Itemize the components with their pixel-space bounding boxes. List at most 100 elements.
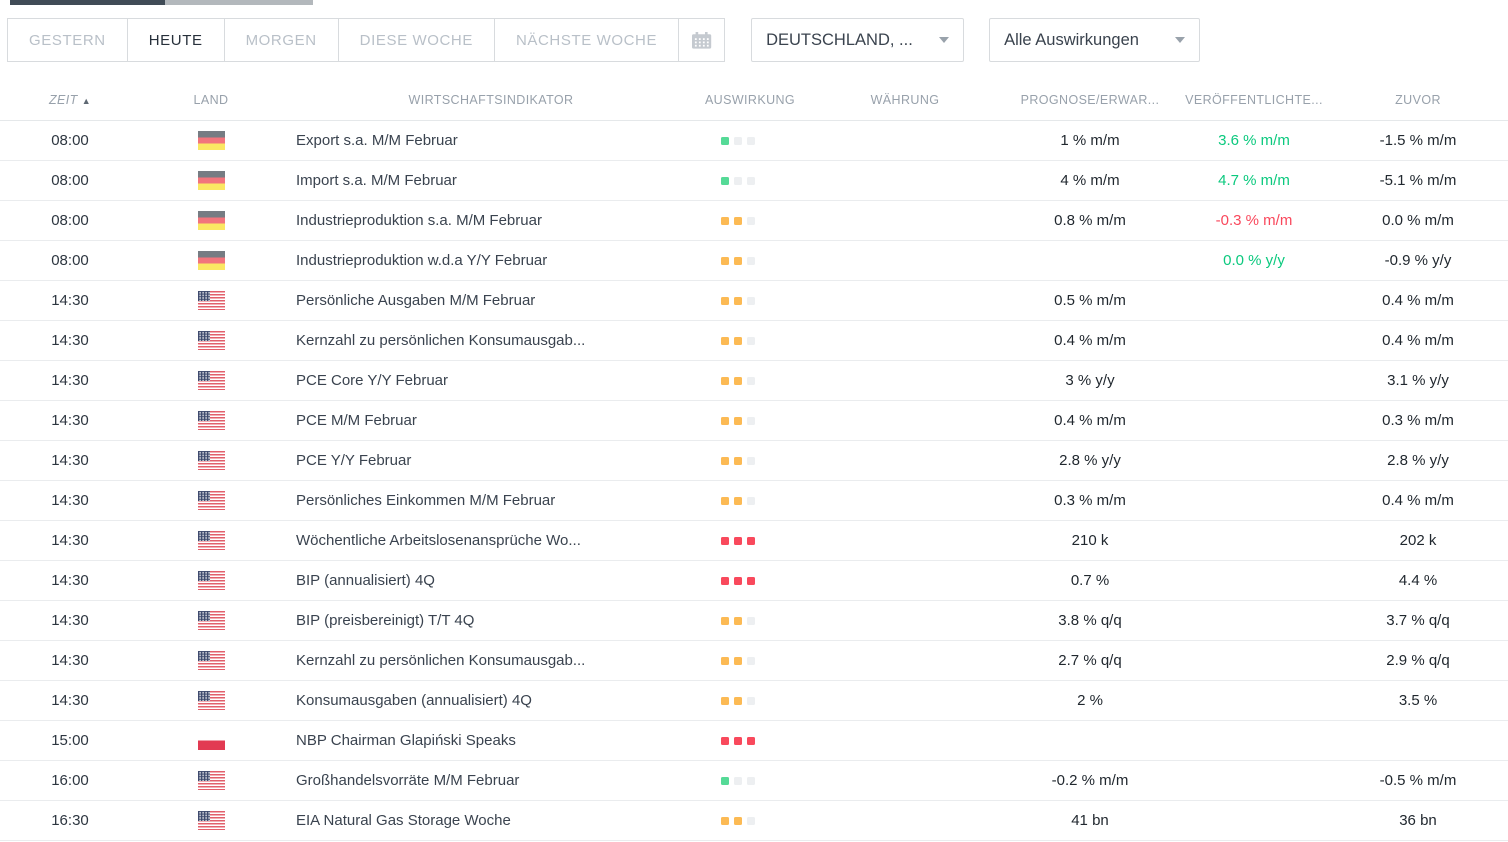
table-row[interactable]: 16:00 Großhandelsvorräte M/M Februar -0.… bbox=[0, 761, 1508, 801]
impact-indicator bbox=[700, 656, 800, 665]
flag-canton bbox=[197, 531, 210, 541]
event-time: 14:30 bbox=[51, 292, 89, 309]
impact-dot bbox=[721, 576, 729, 585]
impact-dot bbox=[734, 256, 742, 265]
indicator-name[interactable]: Konsumausgaben (annualisiert) 4Q bbox=[296, 692, 532, 709]
indicator-name[interactable]: PCE Core Y/Y Februar bbox=[296, 372, 449, 389]
forecast-value: 2.8 % y/y bbox=[1059, 452, 1121, 469]
table-row[interactable]: 14:30 Kernzahl zu persönlichen Konsumaus… bbox=[0, 321, 1508, 361]
flag-canton bbox=[197, 331, 210, 341]
country-flag-us bbox=[197, 331, 225, 350]
flag-canton bbox=[197, 571, 210, 581]
tab-heute[interactable]: HEUTE bbox=[126, 18, 225, 62]
impact-dot bbox=[721, 456, 729, 465]
table-row[interactable]: 14:30 Wöchentliche Arbeitslosenansprüche… bbox=[0, 521, 1508, 561]
indicator-name[interactable]: NBP Chairman Glapiński Speaks bbox=[296, 732, 516, 749]
table-row[interactable]: 14:30 Konsumausgaben (annualisiert) 4Q 2… bbox=[0, 681, 1508, 721]
previous-value: 2.9 % q/q bbox=[1386, 652, 1450, 669]
actual-value: -0.3 % m/m bbox=[1215, 212, 1293, 229]
tab-gestern[interactable]: GESTERN bbox=[7, 18, 128, 62]
indicator-name[interactable]: Persönliches Einkommen M/M Februar bbox=[296, 492, 556, 509]
table-row[interactable]: 14:30 Persönliches Einkommen M/M Februar… bbox=[0, 481, 1508, 521]
indicator-name[interactable]: Wöchentliche Arbeitslosenansprüche Wo... bbox=[296, 532, 581, 549]
header-prognose[interactable]: PROGNOSE/ERWAR... bbox=[1020, 93, 1160, 107]
forecast-value: 0.4 % m/m bbox=[1054, 412, 1126, 429]
country-flag-us bbox=[197, 691, 225, 710]
impact-dot bbox=[734, 296, 742, 305]
table-row[interactable]: 14:30 PCE Y/Y Februar 2.8 % y/y 2.8 % y/… bbox=[0, 441, 1508, 481]
tab-diese-woche[interactable]: DIESE WOCHE bbox=[337, 18, 495, 62]
country-flag-us bbox=[197, 491, 225, 510]
flag-canton bbox=[197, 771, 210, 781]
chevron-down-icon bbox=[1175, 37, 1186, 43]
indicator-name[interactable]: PCE Y/Y Februar bbox=[296, 452, 412, 469]
indicator-name[interactable]: Kernzahl zu persönlichen Konsumausgab... bbox=[296, 332, 586, 349]
table-row[interactable]: 16:30 EIA Natural Gas Storage Woche 41 b… bbox=[0, 801, 1508, 841]
flag-canton bbox=[197, 451, 210, 461]
table-row[interactable]: 14:30 Kernzahl zu persönlichen Konsumaus… bbox=[0, 641, 1508, 681]
event-time: 15:00 bbox=[51, 732, 89, 749]
indicator-name[interactable]: BIP (annualisiert) 4Q bbox=[296, 572, 435, 589]
impact-dot bbox=[747, 256, 755, 265]
flag-canton bbox=[197, 371, 210, 381]
table-row[interactable]: 08:00 Industrieproduktion w.d.a Y/Y Febr… bbox=[0, 241, 1508, 281]
event-time: 14:30 bbox=[51, 692, 89, 709]
tab-morgen[interactable]: MORGEN bbox=[223, 18, 339, 62]
table-row[interactable]: 08:00 Import s.a. M/M Februar 4 % m/m 4.… bbox=[0, 161, 1508, 201]
table-row[interactable]: 14:30 Persönliche Ausgaben M/M Februar 0… bbox=[0, 281, 1508, 321]
forecast-value: 41 bn bbox=[1071, 812, 1109, 829]
table-row[interactable]: 14:30 PCE Core Y/Y Februar 3 % y/y 3.1 %… bbox=[0, 361, 1508, 401]
indicator-name[interactable]: Industrieproduktion w.d.a Y/Y Februar bbox=[296, 252, 548, 269]
top-tab-inactive-indicator[interactable] bbox=[165, 0, 313, 5]
country-cell bbox=[140, 491, 282, 510]
header-wirtschaftsindikator[interactable]: WIRTSCHAFTSINDIKATOR bbox=[408, 93, 574, 107]
indicator-name[interactable]: Import s.a. M/M Februar bbox=[296, 172, 457, 189]
impact-indicator bbox=[700, 816, 800, 825]
impact-dot bbox=[734, 696, 742, 705]
header-auswirkung[interactable]: AUSWIRKUNG bbox=[704, 93, 796, 107]
table-row[interactable]: 14:30 BIP (preisbereinigt) T/T 4Q 3.8 % … bbox=[0, 601, 1508, 641]
indicator-name[interactable]: EIA Natural Gas Storage Woche bbox=[296, 812, 511, 829]
event-time: 14:30 bbox=[51, 572, 89, 589]
impact-dot bbox=[721, 816, 729, 825]
sort-asc-icon: ▲ bbox=[81, 96, 91, 106]
impact-dot bbox=[734, 416, 742, 425]
calendar-button[interactable] bbox=[678, 18, 726, 62]
economic-calendar-table: ZEIT ▲ LAND WIRTSCHAFTSINDIKATOR AUSWIRKU… bbox=[0, 80, 1508, 841]
impact-indicator bbox=[700, 336, 800, 345]
indicator-name[interactable]: Kernzahl zu persönlichen Konsumausgab... bbox=[296, 652, 586, 669]
indicator-name[interactable]: BIP (preisbereinigt) T/T 4Q bbox=[296, 612, 475, 629]
header-veroeffentlichte[interactable]: VERÖFFENTLICHTE... bbox=[1185, 93, 1323, 107]
header-waehrung[interactable]: WÄHRUNG bbox=[870, 93, 940, 107]
impact-indicator bbox=[700, 536, 800, 545]
country-filter-dropdown[interactable]: DEUTSCHLAND, ... bbox=[751, 18, 965, 62]
calendar-icon bbox=[691, 31, 711, 49]
indicator-name[interactable]: Persönliche Ausgaben M/M Februar bbox=[296, 292, 536, 309]
table-row[interactable]: 08:00 Industrieproduktion s.a. M/M Febru… bbox=[0, 201, 1508, 241]
country-cell bbox=[140, 131, 282, 150]
impact-filter-dropdown[interactable]: Alle Auswirkungen bbox=[989, 18, 1201, 62]
previous-value: 202 k bbox=[1399, 532, 1437, 549]
indicator-name[interactable]: Export s.a. M/M Februar bbox=[296, 132, 458, 149]
country-flag-us bbox=[197, 771, 225, 790]
indicator-name[interactable]: Großhandelsvorräte M/M Februar bbox=[296, 772, 520, 789]
header-zeit[interactable]: ZEIT ▲ bbox=[49, 93, 91, 107]
header-land[interactable]: LAND bbox=[193, 93, 229, 107]
table-row[interactable]: 15:00 NBP Chairman Glapiński Speaks bbox=[0, 721, 1508, 761]
event-time: 14:30 bbox=[51, 532, 89, 549]
country-flag-us bbox=[197, 291, 225, 310]
impact-dot bbox=[721, 616, 729, 625]
table-row[interactable]: 14:30 PCE M/M Februar 0.4 % m/m 0.3 % m/… bbox=[0, 401, 1508, 441]
table-row[interactable]: 14:30 BIP (annualisiert) 4Q 0.7 % 4.4 % bbox=[0, 561, 1508, 601]
top-tab-active-indicator[interactable] bbox=[10, 0, 165, 5]
indicator-name[interactable]: Industrieproduktion s.a. M/M Februar bbox=[296, 212, 542, 229]
header-zuvor[interactable]: ZUVOR bbox=[1395, 93, 1441, 107]
impact-dot bbox=[721, 776, 729, 785]
table-row[interactable]: 08:00 Export s.a. M/M Februar 1 % m/m 3.… bbox=[0, 121, 1508, 161]
tab-nächste-woche[interactable]: NÄCHSTE WOCHE bbox=[493, 18, 680, 62]
event-time: 16:00 bbox=[51, 772, 89, 789]
impact-dot bbox=[734, 616, 742, 625]
country-cell bbox=[140, 771, 282, 790]
flag-canton bbox=[197, 611, 210, 621]
indicator-name[interactable]: PCE M/M Februar bbox=[296, 412, 417, 429]
